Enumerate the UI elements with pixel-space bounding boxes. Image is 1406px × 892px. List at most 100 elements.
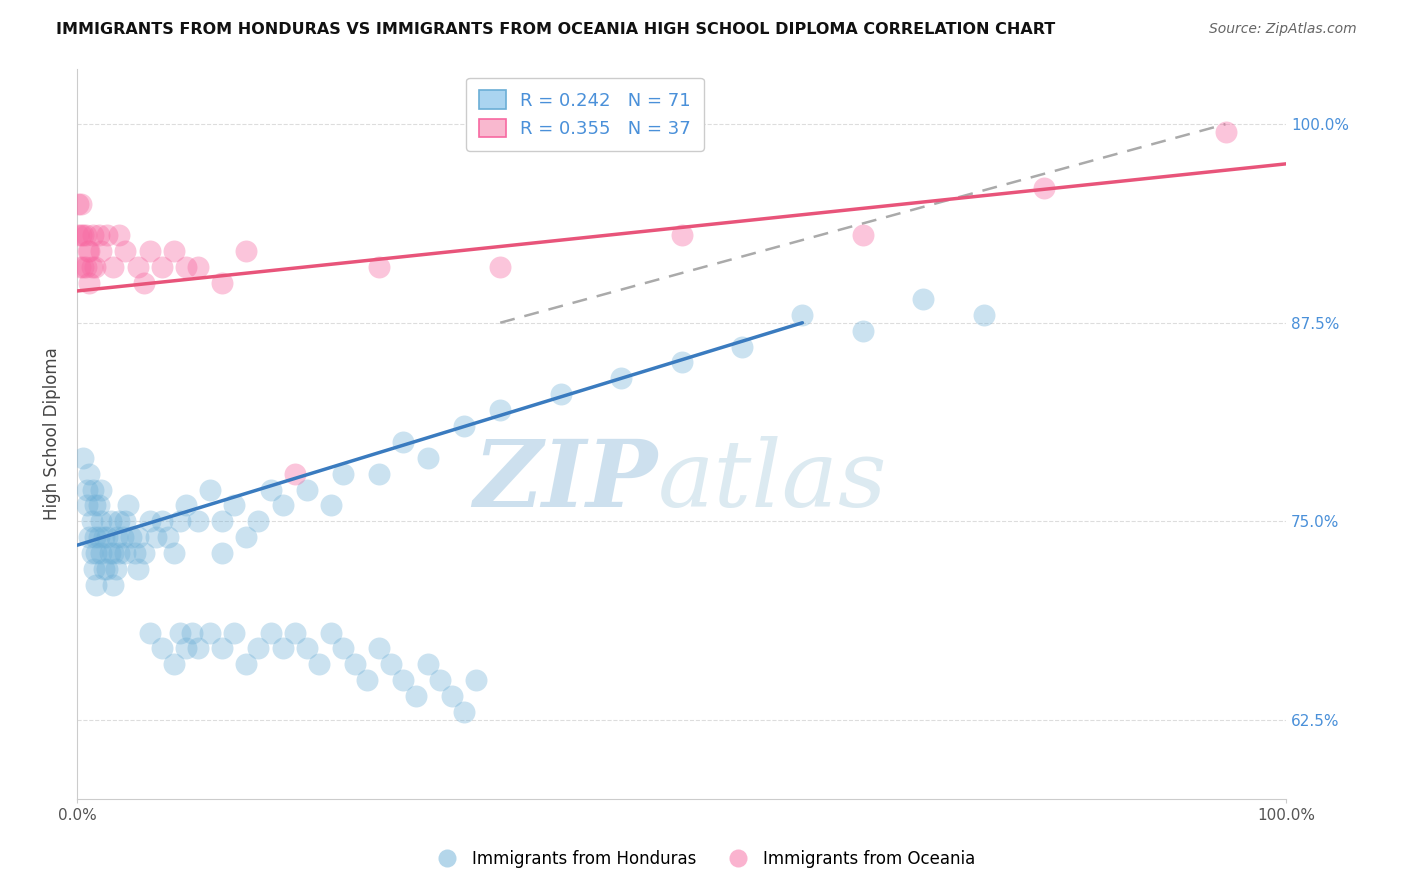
Point [87,228,110,243]
Point [98,546,121,560]
Point [235,657,257,672]
Point [174,499,197,513]
Point [145,530,167,544]
Point [973,308,995,322]
Point [72,228,94,243]
Point [453,419,475,434]
Point [96,530,118,544]
Point [368,260,391,274]
Point [132,546,155,560]
Point [127,530,149,544]
Point [84,530,107,544]
Point [77,244,100,259]
Point [127,260,149,274]
Point [108,228,131,243]
Point [284,625,307,640]
Point [319,499,342,513]
Point [80,546,103,560]
Point [912,292,935,306]
Point [127,562,149,576]
Point [392,673,415,688]
Point [392,434,415,449]
Point [344,657,367,672]
Point [138,515,160,529]
Point [356,673,378,688]
Point [67,228,90,243]
Point [132,276,155,290]
Point [103,578,125,592]
Point [114,244,136,259]
Point [90,515,112,529]
Point [114,515,136,529]
Point [440,689,463,703]
Point [453,705,475,719]
Point [405,689,427,703]
Point [429,673,451,688]
Point [224,625,246,640]
Point [852,324,875,338]
Point [83,562,105,576]
Point [247,515,270,529]
Point [90,483,112,497]
Point [77,244,100,259]
Point [610,371,633,385]
Point [93,562,115,576]
Point [100,515,122,529]
Point [69,228,91,243]
Point [211,276,233,290]
Point [87,530,110,544]
Point [332,467,354,481]
Point [117,499,139,513]
Point [114,546,136,560]
Point [86,546,108,560]
Y-axis label: High School Diploma: High School Diploma [44,348,60,520]
Point [284,467,307,481]
Point [103,260,125,274]
Point [150,515,173,529]
Point [380,657,402,672]
Point [69,260,91,274]
Point [86,578,108,592]
Point [72,450,94,465]
Point [792,308,814,322]
Point [108,515,131,529]
Point [138,625,160,640]
Point [550,387,572,401]
Point [87,499,110,513]
Point [187,260,209,274]
Point [489,260,512,274]
Point [82,483,104,497]
Point [235,530,257,544]
Point [103,546,125,560]
Point [1033,180,1056,194]
Point [169,625,191,640]
Point [224,499,246,513]
Point [235,244,257,259]
Point [259,625,281,640]
Point [108,546,131,560]
Point [332,641,354,656]
Point [163,657,186,672]
Point [77,276,100,290]
Point [80,515,103,529]
Point [174,641,197,656]
Point [67,196,90,211]
Point [731,340,754,354]
Point [77,467,100,481]
Point [156,530,179,544]
Point [75,228,97,243]
Point [1215,125,1237,139]
Point [295,483,318,497]
Point [96,228,118,243]
Point [80,260,103,274]
Point [211,641,233,656]
Point [368,467,391,481]
Point [271,641,294,656]
Point [75,260,97,274]
Point [76,483,98,497]
Point [82,228,104,243]
Text: atlas: atlas [658,436,887,526]
Point [211,515,233,529]
Point [124,546,146,560]
Point [96,562,118,576]
